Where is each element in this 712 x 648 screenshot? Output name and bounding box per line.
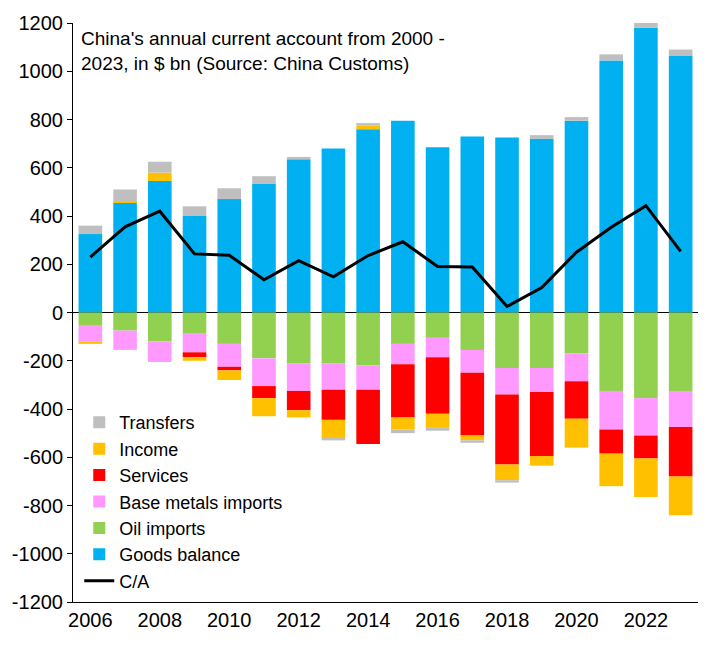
svg-text:-600: -600 (23, 446, 63, 468)
svg-text:1200: 1200 (19, 12, 64, 34)
svg-text:Transfers: Transfers (119, 413, 194, 433)
svg-text:800: 800 (30, 109, 63, 131)
svg-text:200: 200 (30, 253, 63, 275)
svg-text:Income: Income (119, 440, 178, 460)
svg-text:2022: 2022 (624, 609, 669, 631)
svg-text:2016: 2016 (415, 609, 460, 631)
svg-text:600: 600 (30, 157, 63, 179)
svg-text:Oil imports: Oil imports (119, 519, 205, 539)
svg-text:-800: -800 (23, 495, 63, 517)
svg-text:-200: -200 (23, 350, 63, 372)
svg-text:C/A: C/A (119, 572, 149, 592)
svg-text:2010: 2010 (207, 609, 252, 631)
svg-text:1000: 1000 (19, 60, 64, 82)
svg-text:2012: 2012 (276, 609, 321, 631)
svg-text:Base metals imports: Base metals imports (119, 493, 282, 513)
svg-text:2008: 2008 (138, 609, 183, 631)
svg-text:-1200: -1200 (12, 591, 63, 613)
svg-text:2014: 2014 (346, 609, 391, 631)
svg-text:2020: 2020 (554, 609, 599, 631)
svg-text:-1000: -1000 (12, 543, 63, 565)
svg-text:400: 400 (30, 205, 63, 227)
svg-text:2018: 2018 (485, 609, 530, 631)
svg-text:2006: 2006 (68, 609, 113, 631)
svg-text:Goods balance: Goods balance (119, 545, 240, 565)
svg-text:0: 0 (52, 302, 63, 324)
svg-text:China's annual current account: China's annual current account from 2000… (81, 28, 445, 74)
svg-text:Services: Services (119, 466, 188, 486)
svg-text:-400: -400 (23, 398, 63, 420)
